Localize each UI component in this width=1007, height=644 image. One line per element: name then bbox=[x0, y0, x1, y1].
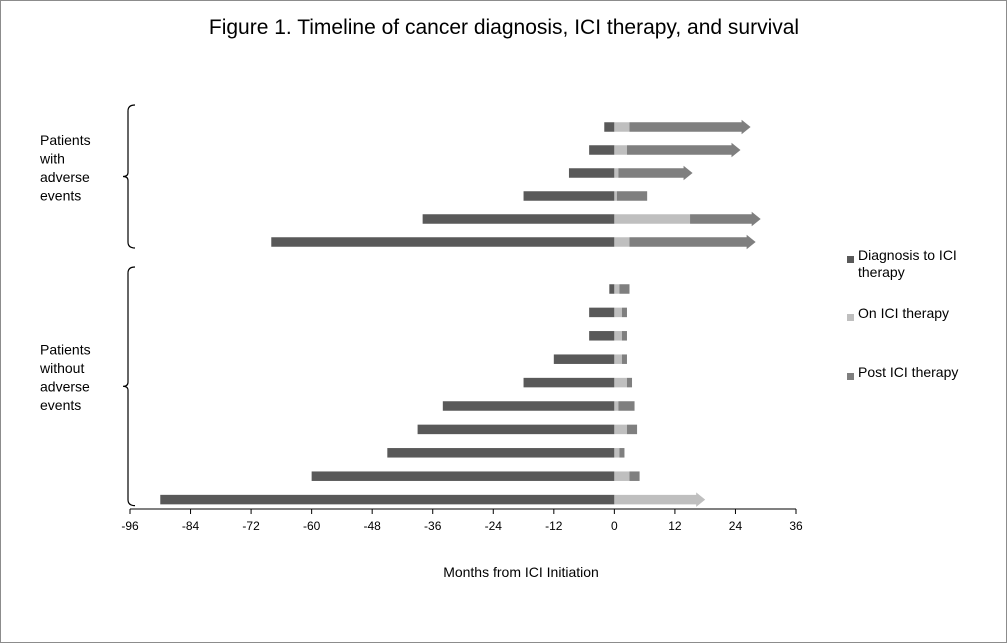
group-labels: Patients with adverse events Patients without… bbox=[39, 104, 136, 507]
on-therapy-bar bbox=[614, 424, 627, 435]
x-tick-label: 12 bbox=[668, 519, 682, 533]
group-label-line: events bbox=[40, 187, 81, 203]
on-therapy-bar bbox=[614, 448, 620, 458]
x-tick-label: 24 bbox=[729, 519, 743, 533]
on-therapy-bar bbox=[614, 331, 622, 341]
group-label-line: Patients bbox=[40, 342, 91, 358]
post-therapy-bar bbox=[616, 191, 648, 201]
x-tick-label: -84 bbox=[182, 519, 200, 533]
group-label-line: adverse bbox=[40, 379, 90, 395]
post-therapy-bar bbox=[619, 284, 630, 294]
chart-title: Figure 1. Timeline of cancer diagnosis, … bbox=[209, 16, 799, 39]
on-therapy-bar bbox=[614, 122, 630, 132]
x-tick-label: -12 bbox=[545, 519, 563, 533]
post-therapy-bar bbox=[619, 448, 625, 458]
on-therapy-bar bbox=[614, 145, 627, 155]
legend-label-line: therapy bbox=[858, 264, 905, 280]
group-label-line: without bbox=[39, 360, 84, 376]
legend-label-line: Diagnosis to ICI bbox=[858, 247, 957, 263]
x-tick-label: 0 bbox=[611, 519, 618, 533]
diagnosis-bar bbox=[311, 471, 615, 481]
post-therapy-bar bbox=[621, 307, 627, 318]
x-axis-label: Months from ICI Initiation bbox=[443, 564, 599, 580]
diagnosis-bar bbox=[589, 331, 615, 341]
post-therapy-arrow bbox=[690, 211, 761, 227]
diagnosis-bar bbox=[160, 494, 615, 505]
x-axis: -96 -84 -72 -60 -48 -36 -24 -12 0 12 24 36 bbox=[121, 508, 803, 533]
post-therapy-bar bbox=[621, 354, 627, 364]
group-bracket bbox=[122, 266, 136, 507]
group-bracket bbox=[122, 104, 136, 249]
diagnosis-bar bbox=[604, 122, 615, 132]
diagnosis-bar bbox=[553, 354, 615, 364]
x-tick-label: -72 bbox=[242, 519, 260, 533]
x-tick-label: 36 bbox=[789, 519, 803, 533]
diagnosis-bar bbox=[523, 377, 615, 388]
diagnosis-bar bbox=[568, 168, 615, 178]
post-therapy-bar bbox=[626, 377, 633, 388]
on-therapy-bar bbox=[614, 354, 622, 364]
diagnosis-bar bbox=[589, 145, 615, 155]
x-tick-label: -36 bbox=[424, 519, 442, 533]
post-therapy-arrow bbox=[626, 142, 741, 158]
bars-layer bbox=[160, 119, 761, 507]
legend-label: On ICI therapy bbox=[858, 305, 949, 321]
group-label-line: Patients bbox=[40, 132, 91, 148]
on-therapy-bar bbox=[614, 214, 691, 224]
post-therapy-arrow bbox=[618, 165, 693, 181]
legend-swatch bbox=[847, 256, 854, 263]
diagnosis-bar bbox=[417, 424, 615, 435]
on-therapy-arrow bbox=[614, 492, 706, 507]
diagnosis-bar bbox=[442, 401, 615, 411]
on-therapy-bar bbox=[614, 168, 619, 178]
group-label-line: events bbox=[40, 397, 81, 413]
legend-label: Diagnosis to ICI therapy bbox=[858, 247, 957, 280]
post-therapy-bar bbox=[618, 401, 635, 411]
x-tick-label: -96 bbox=[121, 519, 139, 533]
post-therapy-bar bbox=[626, 424, 638, 435]
post-therapy-bar bbox=[629, 471, 640, 481]
diagnosis-bar bbox=[609, 284, 615, 294]
x-tick-label: -48 bbox=[364, 519, 382, 533]
post-therapy-arrow bbox=[629, 119, 751, 135]
legend-swatch bbox=[847, 314, 854, 321]
on-therapy-bar bbox=[614, 377, 627, 388]
diagnosis-bar bbox=[422, 214, 615, 224]
post-therapy-arrow bbox=[629, 234, 756, 250]
legend-label: Post ICI therapy bbox=[858, 364, 958, 380]
x-tick-label: -24 bbox=[485, 519, 503, 533]
group-label-line: adverse bbox=[40, 169, 90, 185]
group-label-line: with bbox=[39, 150, 65, 166]
on-therapy-bar bbox=[614, 471, 630, 481]
on-therapy-bar bbox=[614, 401, 619, 411]
diagnosis-bar bbox=[271, 237, 615, 247]
legend: Diagnosis to ICI therapy On ICI therapy Pos… bbox=[847, 247, 958, 380]
diagnosis-bar bbox=[387, 448, 615, 458]
on-therapy-bar bbox=[614, 237, 630, 247]
on-therapy-bar bbox=[614, 284, 620, 294]
x-tick-label: -60 bbox=[303, 519, 321, 533]
on-therapy-bar bbox=[614, 307, 622, 318]
post-therapy-bar bbox=[621, 331, 627, 341]
diagnosis-bar bbox=[523, 191, 615, 201]
legend-swatch bbox=[847, 373, 854, 380]
on-therapy-bar bbox=[614, 191, 617, 201]
diagnosis-bar bbox=[589, 307, 615, 318]
